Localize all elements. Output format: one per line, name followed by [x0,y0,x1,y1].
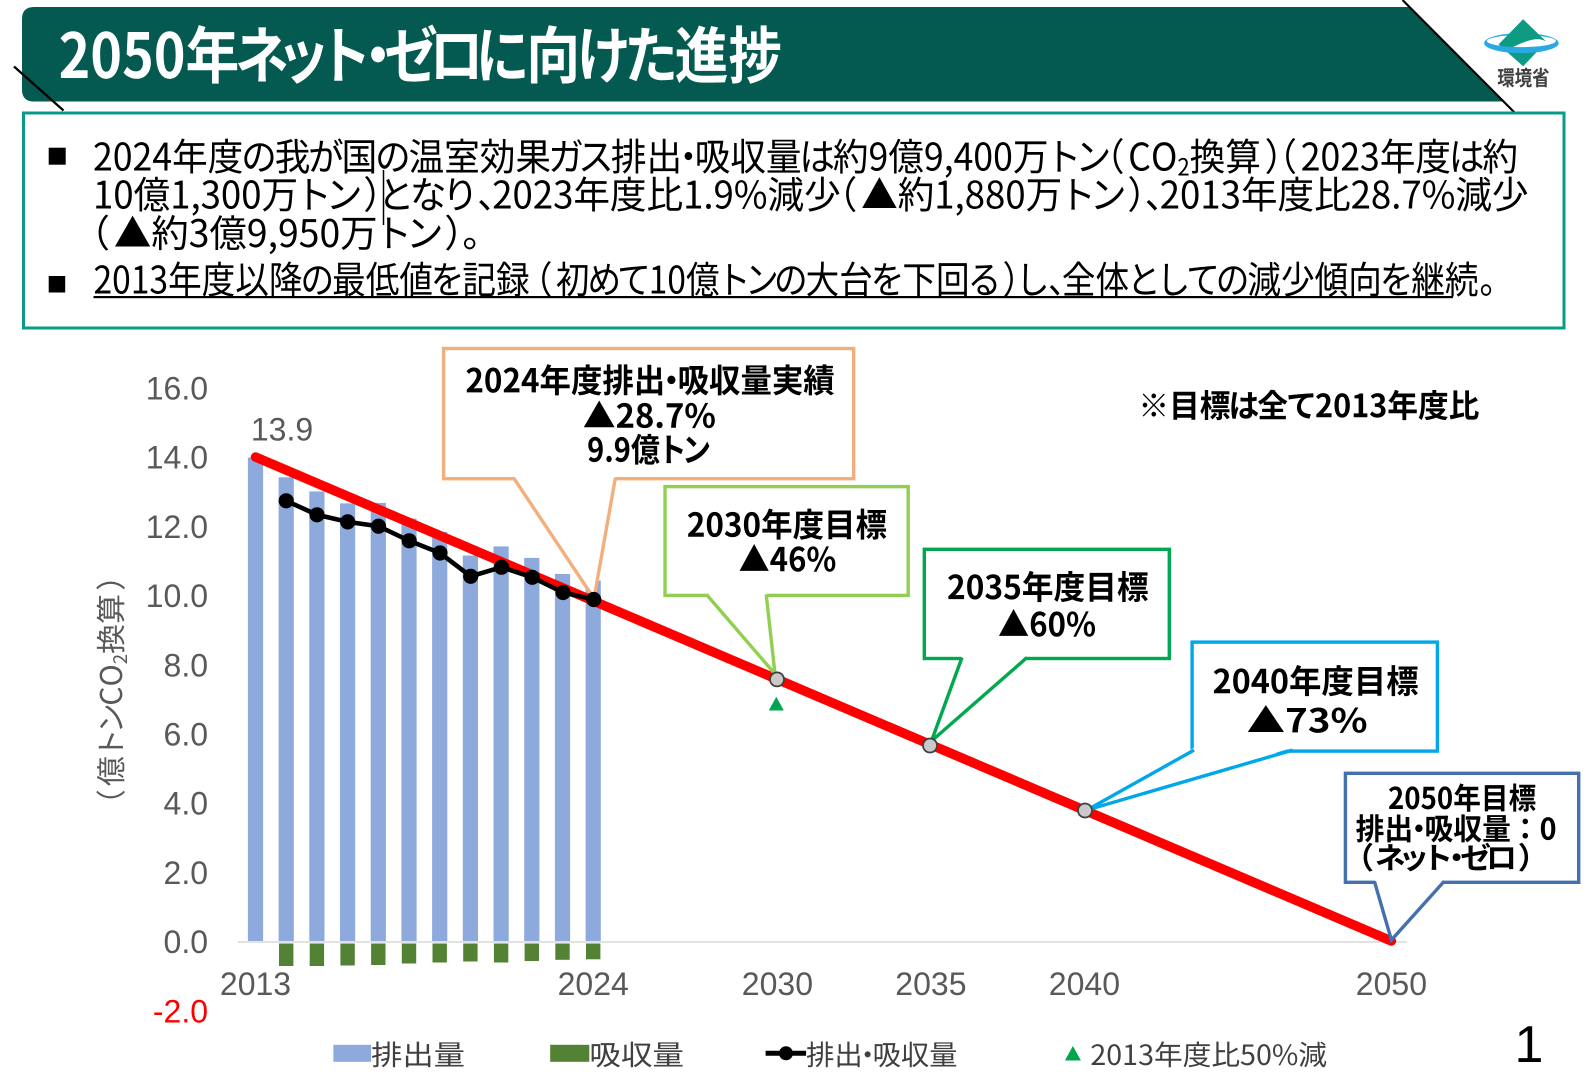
svg-text:0.0: 0.0 [164,924,208,960]
svg-text:1: 1 [1515,1016,1544,1074]
svg-text:2013: 2013 [220,966,291,1002]
svg-text:4.0: 4.0 [164,786,208,822]
svg-text:2.0: 2.0 [164,855,208,891]
svg-text:2035: 2035 [895,966,966,1002]
svg-text:8.0: 8.0 [164,647,208,683]
svg-text:13.9: 13.9 [251,412,313,448]
svg-text:14.0: 14.0 [146,440,208,476]
svg-text:10.0: 10.0 [146,578,208,614]
svg-text:12.0: 12.0 [146,509,208,545]
svg-text:6.0: 6.0 [164,717,208,753]
svg-text:2024: 2024 [558,966,629,1002]
svg-text:-2.0: -2.0 [153,993,208,1029]
svg-text:2030: 2030 [742,966,813,1002]
svg-text:16.0: 16.0 [146,371,208,407]
svg-text:2050: 2050 [1356,966,1427,1002]
svg-text:2040: 2040 [1049,966,1120,1002]
